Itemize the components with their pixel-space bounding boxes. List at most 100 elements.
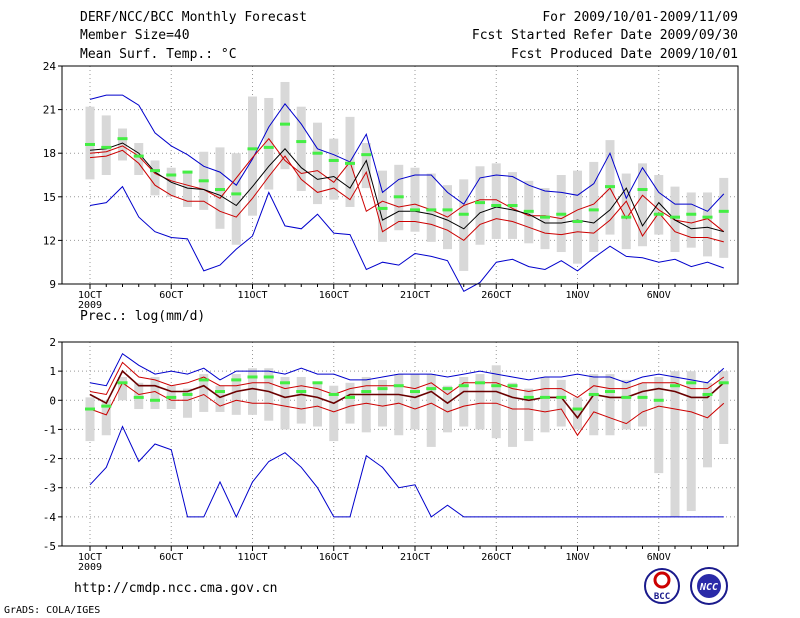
box-day-29	[540, 376, 550, 433]
median-day-19	[377, 206, 388, 210]
median-day-32	[588, 392, 599, 396]
median-day-3	[117, 137, 128, 141]
median-day-33	[605, 185, 615, 189]
min-line	[89, 425, 724, 519]
source-url[interactable]: http://cmdp.ncc.cma.gov.cn	[74, 581, 278, 596]
box-day-34	[621, 173, 631, 250]
min-line	[89, 185, 724, 292]
x-axis: 1OCT 6OCT 11OCT 16OCT 21OCT 26OCT 1NOV 6NOV 2009	[78, 284, 725, 311]
box-day-11	[248, 368, 257, 415]
upper-line	[89, 361, 725, 398]
median-day-39	[702, 215, 713, 219]
median-markers	[85, 122, 729, 224]
box-day-36	[654, 376, 664, 474]
box-day-22	[426, 173, 436, 242]
median-day-17	[345, 161, 355, 165]
median-day-33	[605, 390, 615, 394]
median-day-12	[263, 375, 274, 379]
median-day-26	[491, 384, 502, 388]
x-tick-label: 1OCT	[78, 290, 102, 301]
box-day-40	[719, 371, 729, 444]
y-tick-label: 9	[49, 278, 56, 291]
x-tick-label: 6NOV	[647, 552, 671, 563]
precip-label: Prec.: log(mm/d)	[80, 309, 206, 324]
median-markers	[85, 375, 729, 411]
box-day-12	[264, 97, 274, 190]
y-tick-label: 12	[43, 234, 56, 247]
median-day-35	[637, 395, 648, 399]
median-day-32	[588, 208, 599, 212]
x-year-label: 2009	[78, 300, 102, 311]
y-tick-label: 2	[49, 336, 56, 349]
median-day-37	[670, 215, 680, 219]
box-day-37	[670, 186, 680, 253]
box-day-7	[183, 172, 192, 207]
median-day-26	[491, 204, 502, 208]
ncc-logo: NCC	[690, 567, 728, 605]
box-day-10	[231, 374, 241, 415]
x-tick-label: 11OCT	[237, 552, 267, 563]
box-day-8	[199, 374, 209, 412]
box-day-35	[638, 382, 647, 427]
median-day-21	[410, 208, 420, 212]
median-day-30	[556, 395, 567, 399]
median-day-28	[523, 395, 534, 399]
y-tick-label: -4	[43, 511, 57, 524]
box-day-40	[719, 177, 729, 258]
median-day-14	[296, 390, 307, 394]
box-day-25	[475, 374, 485, 430]
median-day-27	[507, 204, 518, 208]
x-tick-label: 21OCT	[400, 552, 430, 563]
box-day-1	[85, 397, 95, 442]
box-day-33	[605, 374, 615, 436]
chart-title: DERF/NCC/BCC Monthly Forecast	[80, 10, 307, 25]
box-day-26	[491, 365, 501, 439]
y-axis: 9 12 15 18 21 24	[43, 60, 62, 291]
upper-line	[89, 137, 725, 233]
box-day-3	[118, 376, 127, 401]
median-day-20	[393, 384, 404, 388]
median-day-3	[117, 381, 128, 385]
median-day-1	[85, 142, 95, 146]
box-day-20	[394, 374, 404, 436]
median-day-9	[215, 390, 225, 394]
box-day-16	[329, 138, 339, 200]
median-day-11	[247, 147, 258, 151]
box-day-13	[280, 376, 290, 430]
median-day-4	[133, 154, 144, 158]
box-day-39	[703, 192, 712, 257]
box-day-17	[345, 382, 355, 424]
median-day-8	[198, 179, 209, 183]
median-day-15	[312, 151, 323, 155]
box-day-3	[118, 128, 127, 161]
x-tick-label: 26OCT	[481, 290, 511, 301]
y-tick-label: 18	[43, 147, 56, 160]
box-day-24	[459, 376, 469, 427]
box-day-10	[231, 153, 241, 245]
median-day-28	[523, 209, 534, 213]
y-tick-label: 15	[43, 191, 56, 204]
plot-frame	[61, 341, 739, 547]
box-day-26	[491, 163, 501, 239]
median-day-5	[150, 398, 160, 402]
spread-boxes	[85, 365, 729, 517]
median-day-31	[572, 407, 583, 411]
box-day-9	[215, 385, 225, 412]
median-day-23	[442, 208, 453, 212]
median-day-22	[426, 387, 437, 391]
x-tick-label: 1OCT	[78, 552, 102, 563]
x-tick-label: 21OCT	[400, 290, 430, 301]
mean-line	[89, 142, 724, 233]
forecast-period: For 2009/10/01-2009/11/09	[542, 10, 738, 25]
lower-line	[89, 382, 725, 437]
median-day-22	[426, 208, 437, 212]
max-line	[89, 352, 725, 387]
median-day-15	[312, 381, 323, 385]
box-day-4	[134, 143, 144, 175]
median-day-29	[540, 395, 550, 399]
box-day-38	[686, 371, 696, 512]
median-day-37	[670, 384, 680, 388]
median-day-40	[718, 381, 729, 385]
median-day-38	[686, 381, 697, 385]
box-day-5	[150, 160, 160, 196]
